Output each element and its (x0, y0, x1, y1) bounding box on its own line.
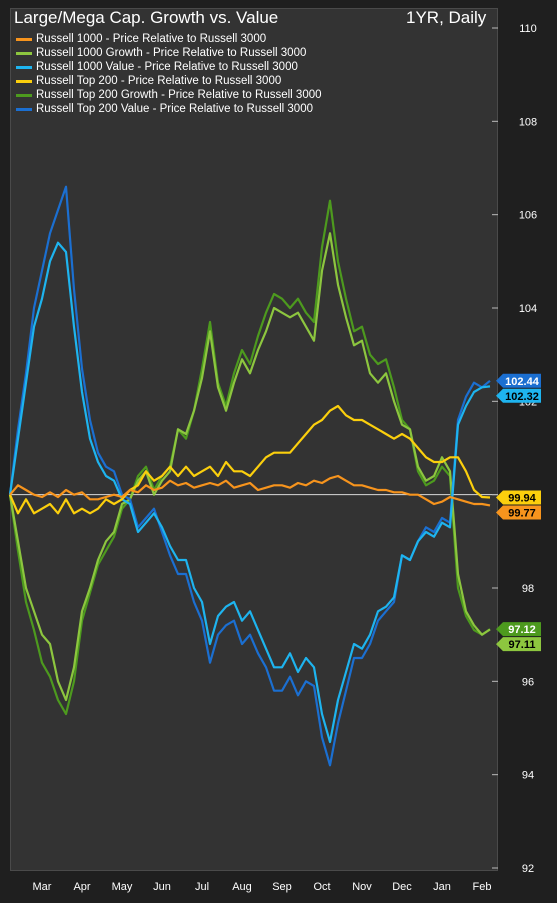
end-value-tag (496, 637, 541, 652)
y-tick-label: 104 (519, 303, 537, 315)
series-line (9, 474, 491, 507)
legend-swatch (16, 51, 32, 55)
legend-item: Russell Top 200 Growth - Price Relative … (14, 88, 322, 102)
end-value-label: 97.12 (508, 624, 536, 636)
y-tick-label: 106 (519, 210, 537, 222)
legend-swatch (16, 37, 32, 41)
legend-label: Russell Top 200 - Price Relative to Russ… (36, 75, 282, 87)
x-tick-label: Jul (195, 881, 209, 893)
end-value-tag (496, 505, 541, 520)
x-tick-label: Aug (232, 881, 252, 893)
legend-swatch (16, 93, 32, 97)
end-value-tag (496, 373, 541, 388)
legend-swatch (16, 107, 32, 111)
end-value-label: 102.44 (505, 376, 540, 388)
y-tick-label: 96 (522, 676, 534, 688)
y-tick-label: 94 (522, 770, 534, 782)
end-value-tag (496, 622, 541, 637)
legend-item: Russell 1000 - Price Relative to Russell… (14, 32, 322, 46)
legend-item: Russell 1000 Value - Price Relative to R… (14, 60, 322, 74)
x-tick-label: Dec (392, 881, 412, 893)
y-tick-label: 92 (522, 863, 534, 875)
legend-item: Russell Top 200 Value - Price Relative t… (14, 102, 322, 116)
x-tick-label: Apr (73, 881, 90, 893)
x-tick-label: May (112, 881, 133, 893)
series-line (8, 404, 491, 515)
series-line (8, 232, 491, 702)
x-tick-label: Jun (153, 881, 171, 893)
x-tick-label: Nov (352, 881, 372, 893)
y-tick-label: 108 (519, 116, 537, 128)
x-tick-label: Mar (33, 881, 52, 893)
x-tick-label: Oct (313, 881, 330, 893)
chart-period: 1YR, Daily (406, 8, 487, 27)
end-value-label: 99.77 (508, 507, 536, 519)
legend-label: Russell Top 200 Value - Price Relative t… (36, 103, 313, 115)
series-line (8, 241, 491, 744)
y-tick-label: 98 (522, 583, 534, 595)
x-tick-label: Jan (433, 881, 451, 893)
legend-swatch (16, 79, 32, 83)
chart-title: Large/Mega Cap. Growth vs. Value (14, 8, 279, 27)
legend-swatch (16, 65, 32, 69)
end-value-tag (496, 388, 541, 403)
x-tick-label: Sep (272, 881, 292, 893)
end-value-tag (496, 490, 541, 505)
legend-item: Russell 1000 Growth - Price Relative to … (14, 46, 322, 60)
x-tick-label: Feb (473, 881, 492, 893)
end-value-label: 99.94 (508, 492, 536, 504)
legend-label: Russell 1000 Growth - Price Relative to … (36, 47, 307, 59)
end-value-label: 97.11 (509, 639, 536, 651)
end-value-label: 102.32 (505, 391, 539, 403)
legend-label: Russell 1000 - Price Relative to Russell… (36, 33, 267, 45)
y-tick-label: 110 (519, 23, 537, 35)
legend: Russell 1000 - Price Relative to Russell… (14, 32, 322, 116)
legend-item: Russell Top 200 - Price Relative to Russ… (14, 74, 322, 88)
legend-label: Russell Top 200 Growth - Price Relative … (36, 89, 322, 101)
legend-label: Russell 1000 Value - Price Relative to R… (36, 61, 298, 73)
